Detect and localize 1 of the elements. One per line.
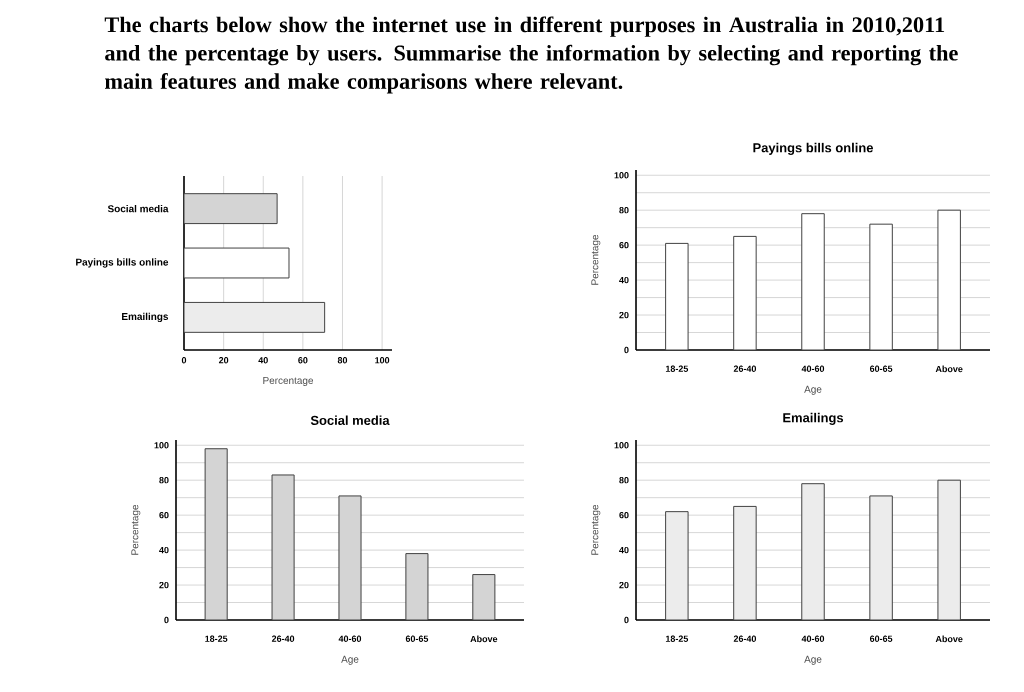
text: The charts below show the internet use in different purposes in Australia in 2010,2011 and the percentage by users. Summarise the information by selecting and reporting the main features and make comparisons where relevant. [104,16,958,94]
